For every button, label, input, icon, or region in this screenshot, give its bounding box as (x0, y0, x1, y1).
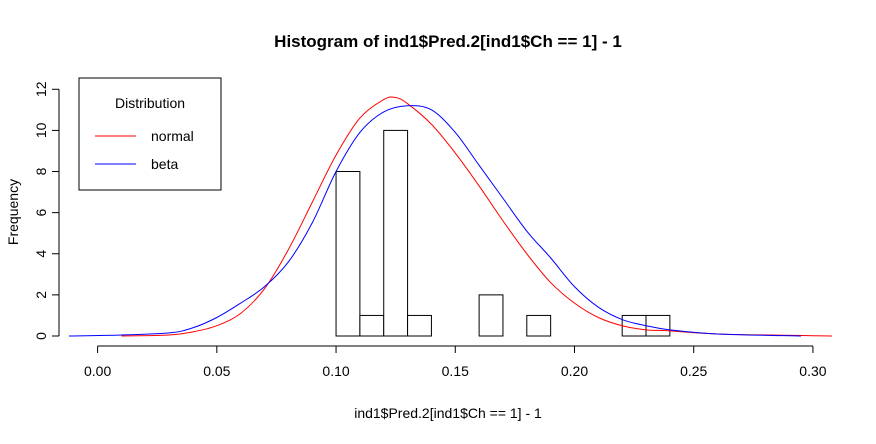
y-axis: 0 2 4 6 8 10 12 (33, 81, 60, 340)
x-axis: 0.00 0.05 0.10 0.15 0.20 0.25 0.30 (84, 345, 827, 379)
histogram-bar (335, 171, 361, 337)
y-axis-label: Frequency (5, 179, 21, 245)
density-curves (68, 96, 833, 337)
y-tick-label: 10 (33, 122, 49, 138)
legend-label-beta: beta (151, 156, 178, 172)
x-tick-label: 0.05 (203, 363, 230, 379)
y-tick-label: 12 (33, 81, 49, 97)
x-tick-label: 0.15 (442, 363, 469, 379)
y-tick-label: 6 (33, 209, 49, 217)
y-tick-label: 8 (33, 167, 49, 175)
legend-title: Distribution (115, 95, 185, 111)
histogram-bar (621, 314, 647, 337)
x-tick-label: 0.30 (799, 363, 826, 379)
series-line-beta (68, 105, 802, 337)
histogram-bar (383, 129, 409, 337)
y-tick-label: 4 (33, 250, 49, 258)
legend-label-normal: normal (151, 128, 194, 144)
y-tick-label: 0 (33, 332, 49, 340)
x-tick-label: 0.00 (84, 363, 111, 379)
y-tick-label: 2 (33, 291, 49, 299)
chart-title: Histogram of ind1$Pred.2[ind1$Ch == 1] -… (274, 32, 622, 51)
series-line-normal (121, 96, 833, 337)
histogram-bar (478, 294, 504, 337)
x-tick-label: 0.25 (680, 363, 707, 379)
histogram-bar (645, 314, 671, 337)
x-axis-label: ind1$Pred.2[ind1$Ch == 1] - 1 (354, 405, 542, 421)
legend: Distribution normal beta (78, 77, 222, 191)
x-tick-label: 0.20 (561, 363, 588, 379)
histogram-bars (335, 129, 671, 337)
histogram-bar (526, 314, 552, 337)
histogram-bar (407, 314, 432, 337)
histogram-bar (359, 314, 385, 337)
x-tick-label: 0.10 (322, 363, 349, 379)
legend-box (78, 77, 222, 191)
